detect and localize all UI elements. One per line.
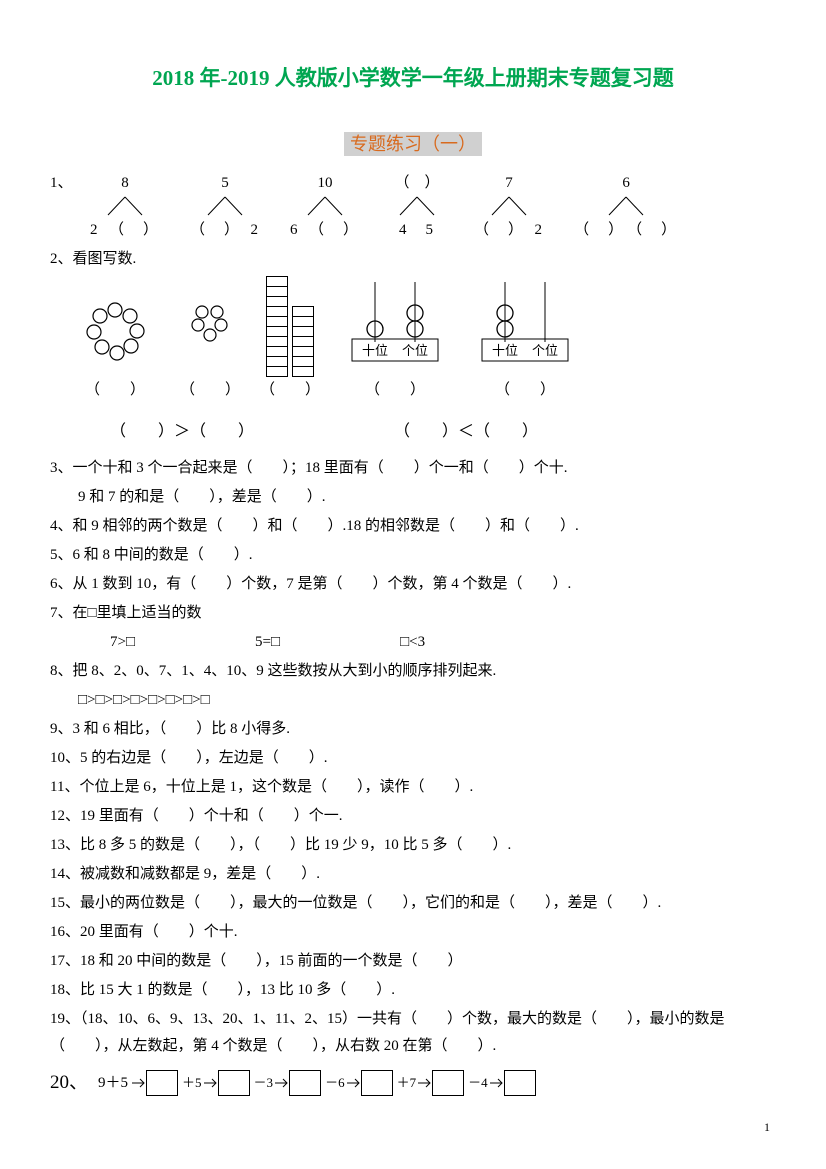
q14: 14、被减数和减数都是 9，差是（ ）. (50, 861, 776, 888)
q1-label: 1、 (50, 170, 80, 244)
number-split: 8 2 （ ） (90, 170, 160, 244)
subtitle: 专题练习（一） (50, 128, 776, 160)
q2-compare: （ ）＞（ ） （ ）＜（ ） (50, 406, 776, 453)
chain-op: －6 (325, 1071, 345, 1094)
main-title: 2018 年-2019 人教版小学数学一年级上册期末专题复习题 (50, 60, 776, 98)
arrow-icon (204, 1078, 218, 1088)
q10: 10、5 的右边是（ ），左边是（ ）. (50, 745, 776, 772)
q16: 16、20 里面有（ ）个十. (50, 919, 776, 946)
q12: 12、19 里面有（ ）个十和（ ）个一. (50, 803, 776, 830)
arrow-icon (490, 1078, 504, 1088)
chain-op: ＋7 (397, 1071, 417, 1094)
q2: 2、看图写数. (50, 246, 776, 273)
q5: 5、6 和 8 中间的数是（ ）. (50, 542, 776, 569)
q9: 9、3 和 6 相比，（ ）比 8 小得多. (50, 716, 776, 743)
q7-opts: 7>□5=□□<3 (50, 629, 776, 656)
arrow-icon (418, 1078, 432, 1088)
chain-op: －4 (468, 1071, 488, 1094)
q11: 11、个位上是 6，十位上是 1，这个数是（ ），读作（ ）. (50, 774, 776, 801)
number-split: 7 （ ） 2 (474, 170, 544, 244)
circle-ring-icon (70, 297, 160, 367)
chain-op: －3 (254, 1071, 274, 1094)
q20-label: 20、 (50, 1066, 88, 1100)
q18: 18、比 15 大 1 的数是（ ），13 比 10 多（ ）. (50, 977, 776, 1004)
q2-figures: （ ） （ ） （ ） 十位 个位 （ ） (50, 277, 776, 404)
q7: 7、在□里填上适当的数 (50, 600, 776, 627)
q1: 1、 8 2 （ ） 5 （ ） 2 10 6 （ ） （ ） 4 5 7 （ ） 2 6… (50, 170, 776, 244)
q8: 8、把 8、2、0、7、1、4、10、9 这些数按从大到小的顺序排列起来. (50, 658, 776, 685)
q20: 20、 9＋5 ＋5 －3 －6 ＋7 －4 (50, 1066, 776, 1100)
q15: 15、最小的两位数是（ ），最大的一位数是（ ），它们的和是（ ），差是（ ）. (50, 890, 776, 917)
answer-box[interactable] (289, 1070, 321, 1096)
answer-box[interactable] (432, 1070, 464, 1096)
number-split: 10 6 （ ） (290, 170, 360, 244)
q2-label: 2、看图写数. (50, 251, 136, 267)
number-split: 6 （ ） （ ） (574, 170, 678, 244)
answer-box[interactable] (218, 1070, 250, 1096)
page-number: 1 (764, 1117, 770, 1139)
ones-label: 个位 (402, 343, 428, 358)
answer-box[interactable] (504, 1070, 536, 1096)
arrow-icon (347, 1078, 361, 1088)
answer-box[interactable] (146, 1070, 178, 1096)
number-split: （ ） 4 5 (390, 170, 444, 244)
answer-box[interactable] (361, 1070, 393, 1096)
abacus-1: 十位 个位 （ ） (340, 277, 450, 404)
abacus-2: 十位 个位 （ ） (470, 277, 580, 404)
number-split: 5 （ ） 2 (190, 170, 260, 244)
blocks-icon (266, 277, 314, 377)
tens-label: 十位 (362, 343, 388, 358)
svg-text:个位: 个位 (532, 343, 558, 358)
q3b: 9 和 7 的和是（ ），差是（ ）. (50, 484, 776, 511)
arrow-icon (275, 1078, 289, 1088)
chain-op: ＋5 (182, 1071, 202, 1094)
svg-text:十位: 十位 (492, 343, 518, 358)
q20-start: 9＋5 (98, 1070, 128, 1097)
q13: 13、比 8 多 5 的数是（ ），（ ）比 19 少 9，10 比 5 多（ … (50, 832, 776, 859)
q8b: □>□>□>□>□>□>□>□ (50, 687, 776, 714)
q4: 4、和 9 相邻的两个数是（ ）和（ ）.18 的相邻数是（ ）和（ ）. (50, 513, 776, 540)
q17: 17、18 和 20 中间的数是（ ），15 前面的一个数是（ ） (50, 948, 776, 975)
arrow-icon (132, 1078, 146, 1088)
circle-group-icon (185, 297, 235, 367)
q19: 19、（18、10、6、9、13、20、1、11、2、15）一共有（ ）个数，最… (50, 1006, 776, 1060)
q6: 6、从 1 数到 10，有（ ）个数，7 是第（ ）个数，第 4 个数是（ ）. (50, 571, 776, 598)
q3: 3、一个十和 3 个一合起来是（ ）；18 里面有（ ）个一和（ ）个十. (50, 455, 776, 482)
